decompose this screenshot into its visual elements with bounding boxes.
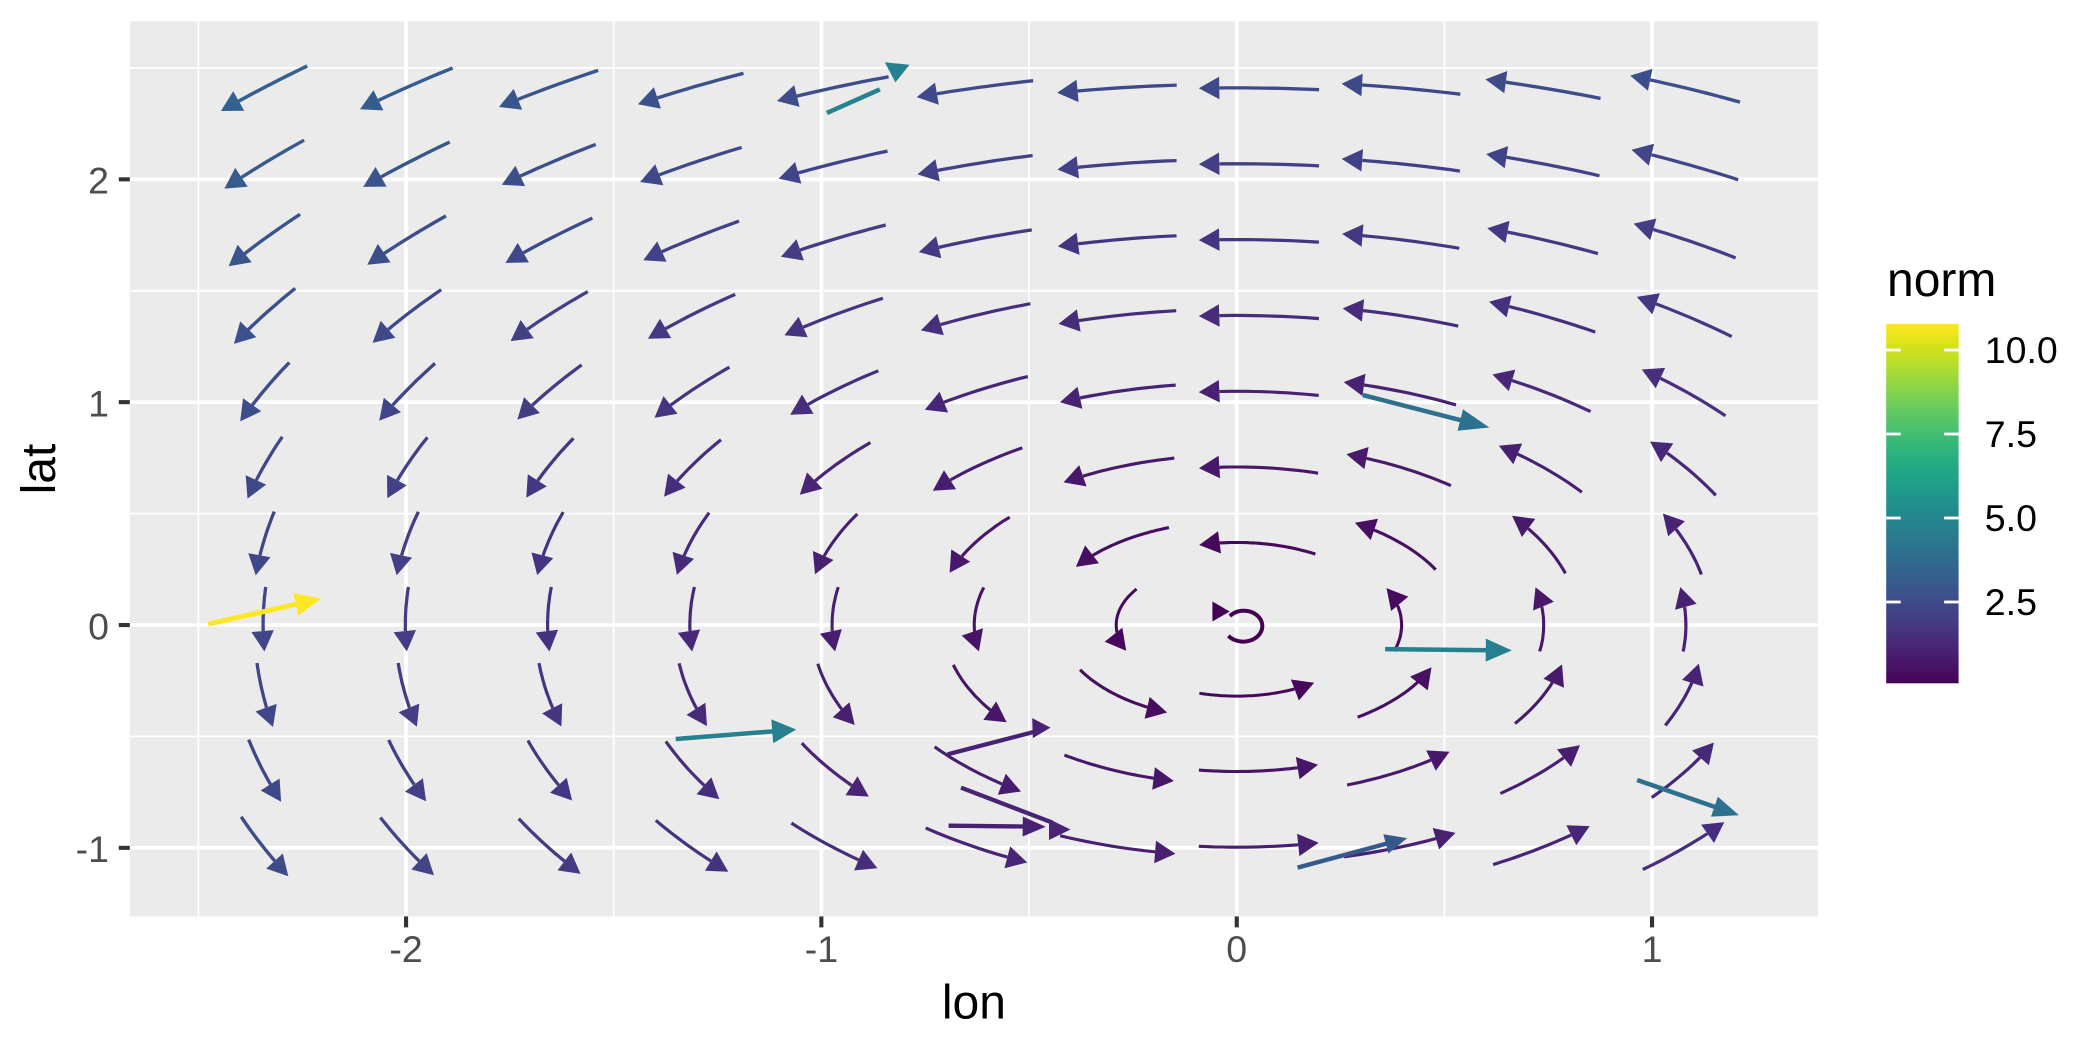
svg-text:-2: -2 [389, 928, 422, 970]
svg-text:norm: norm [1887, 254, 1996, 307]
svg-text:1: 1 [88, 383, 109, 425]
svg-text:1: 1 [1642, 928, 1663, 970]
svg-text:-1: -1 [76, 828, 109, 870]
svg-text:2.5: 2.5 [1985, 581, 2037, 623]
svg-text:-1: -1 [805, 928, 838, 970]
svg-text:0: 0 [1226, 928, 1247, 970]
svg-text:5.0: 5.0 [1985, 497, 2037, 539]
svg-text:10.0: 10.0 [1985, 329, 2058, 371]
svg-text:2: 2 [88, 160, 109, 202]
svg-text:lat: lat [13, 444, 66, 495]
svg-text:0: 0 [88, 605, 109, 647]
svg-text:lon: lon [942, 977, 1006, 1030]
svg-text:7.5: 7.5 [1985, 413, 2037, 455]
